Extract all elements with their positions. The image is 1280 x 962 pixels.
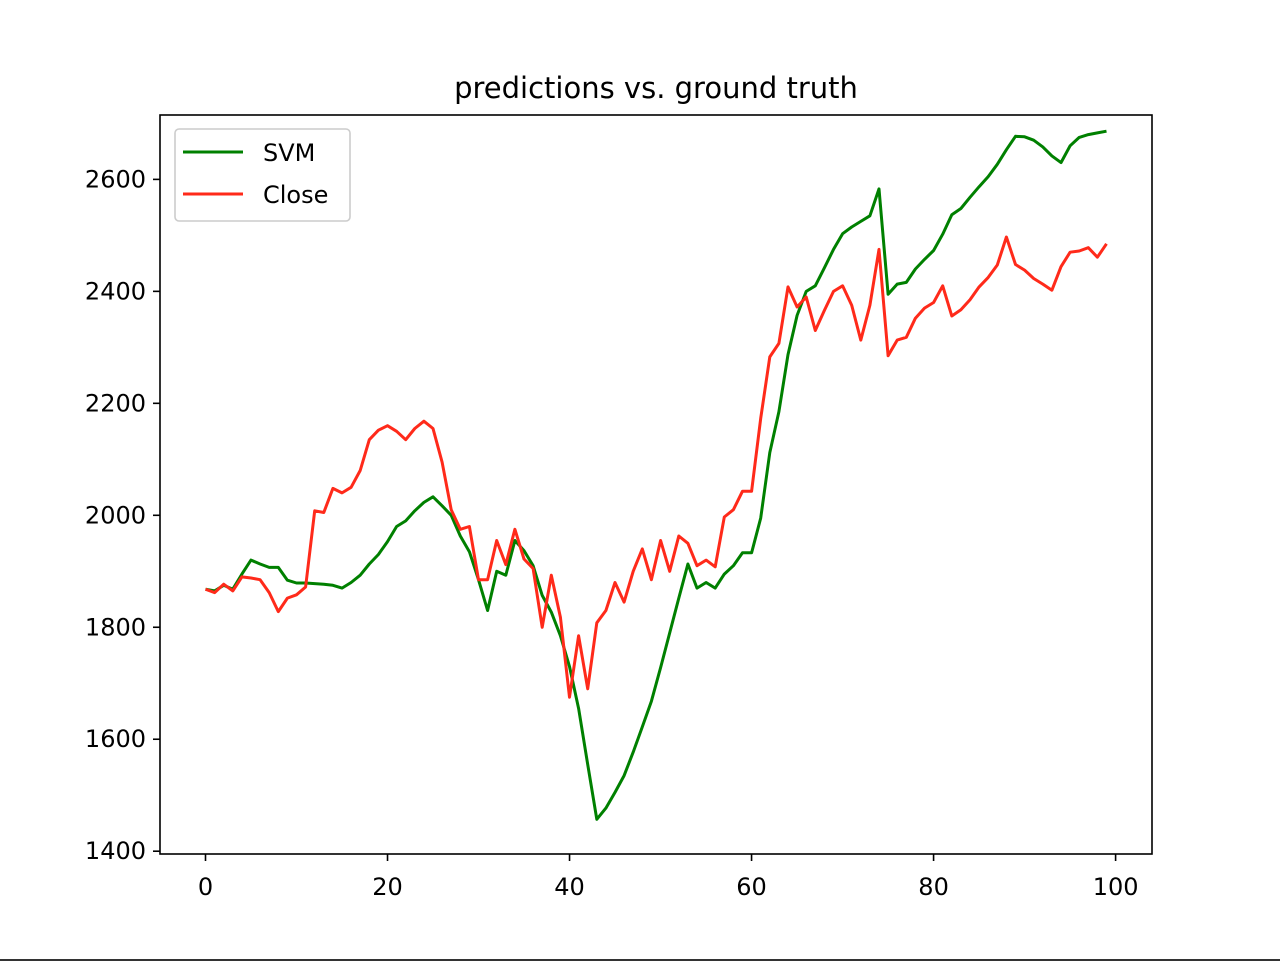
y-tick-label: 2400 xyxy=(85,277,146,305)
x-tick-label: 40 xyxy=(554,873,585,901)
bottom-divider xyxy=(0,959,1280,961)
legend-label-close: Close xyxy=(263,181,328,209)
x-tick-label: 80 xyxy=(918,873,949,901)
x-tick-label: 20 xyxy=(372,873,403,901)
y-tick-label: 1400 xyxy=(85,837,146,865)
y-tick-label: 2000 xyxy=(85,501,146,529)
x-axis: 0 20 40 60 80 100 xyxy=(198,854,1139,901)
y-tick-label: 1600 xyxy=(85,725,146,753)
plot-lines xyxy=(204,129,1108,821)
y-axis: 1400 1600 1800 2000 2200 2400 2600 xyxy=(85,165,160,865)
series-line-close xyxy=(204,235,1108,699)
legend-label-svm: SVM xyxy=(263,139,315,167)
x-tick-label: 100 xyxy=(1093,873,1139,901)
series-line-svm xyxy=(205,129,1107,821)
axes-frame xyxy=(159,114,1153,855)
x-tick-label: 60 xyxy=(736,873,767,901)
chart-title: predictions vs. ground truth xyxy=(454,71,858,105)
legend: SVM Close xyxy=(174,128,351,222)
y-tick-label: 2200 xyxy=(85,389,146,417)
x-tick-label: 0 xyxy=(198,873,213,901)
y-tick-label: 1800 xyxy=(85,613,146,641)
y-tick-label: 2600 xyxy=(85,165,146,193)
